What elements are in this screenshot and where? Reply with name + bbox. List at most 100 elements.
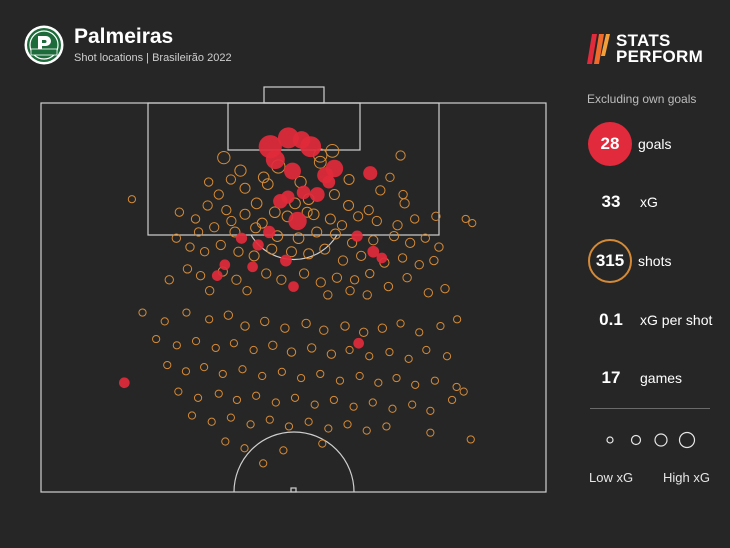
shot-point <box>468 219 477 228</box>
page-subtitle: Shot locations | Brasileirão 2022 <box>74 52 232 64</box>
shot-point <box>343 173 355 185</box>
shot-point <box>414 260 424 270</box>
shot-point <box>193 393 203 402</box>
shot-point <box>368 398 377 407</box>
goal-point <box>252 239 264 251</box>
shot-point <box>345 345 354 355</box>
logo-line-1: STATS <box>616 31 671 50</box>
goals-label: goals <box>638 136 672 152</box>
shot-point <box>365 352 374 361</box>
shot-point <box>193 227 204 237</box>
shot-point <box>172 341 181 350</box>
shot-point <box>187 411 197 420</box>
shot-point <box>221 204 232 216</box>
shot-point <box>249 345 258 355</box>
shot-point <box>430 376 439 385</box>
games-value: 17 <box>601 368 621 387</box>
shot-point <box>329 228 341 240</box>
shot-point <box>385 172 395 183</box>
games-label: games <box>640 370 683 386</box>
goal-point <box>288 211 307 231</box>
shot-point <box>440 283 450 294</box>
shot-point <box>459 387 468 396</box>
centre-circle <box>233 431 355 493</box>
shot-point <box>426 428 435 437</box>
shot-point <box>349 402 358 411</box>
goals-value: 28 <box>600 134 620 153</box>
shot-point <box>218 369 227 379</box>
shot-point <box>234 164 247 177</box>
shot-point <box>316 369 325 379</box>
shot-point <box>298 268 310 279</box>
shots-label: shots <box>638 253 672 269</box>
shot-point <box>261 268 272 279</box>
shot-point <box>301 206 313 218</box>
shot-point <box>359 327 369 337</box>
shot-point <box>277 367 286 376</box>
shot-point <box>280 323 290 333</box>
goal-point <box>322 175 336 189</box>
shot-point <box>343 199 355 211</box>
shot-point <box>231 274 242 285</box>
shot-map <box>40 86 547 493</box>
shot-point <box>402 273 412 283</box>
shot-point <box>304 417 313 426</box>
shot-point <box>221 437 230 446</box>
shot-point <box>410 214 420 224</box>
stat-goals: 28 goals <box>588 122 671 166</box>
shot-point <box>377 323 388 333</box>
xg-size-scale <box>606 431 696 449</box>
shot-point <box>233 246 244 257</box>
goal-point <box>280 254 292 267</box>
header: Palmeiras Shot locations | Brasileirão 2… <box>24 24 232 66</box>
goal-point <box>235 232 248 244</box>
shot-point <box>127 195 136 204</box>
shot-point <box>315 277 326 288</box>
shot-point <box>204 286 215 296</box>
shot-point <box>266 243 278 255</box>
shot-point <box>307 343 317 353</box>
shot-point <box>202 200 213 211</box>
shot-point <box>248 250 260 262</box>
shot-point <box>323 290 333 300</box>
shot-point <box>211 343 220 353</box>
goal-point <box>351 230 363 242</box>
shot-point <box>447 395 457 405</box>
shot-point <box>240 321 250 331</box>
shot-point <box>239 208 251 220</box>
shot-point <box>392 220 403 231</box>
shot-point <box>199 247 210 257</box>
shot-point <box>226 215 237 227</box>
shot-point <box>353 211 364 222</box>
shot-point <box>399 198 410 209</box>
xg-scale-circle-1 <box>606 436 614 444</box>
legend-divider <box>590 408 710 409</box>
goal-point <box>353 337 364 349</box>
shot-point <box>385 347 394 357</box>
stat-xg: 33 xG <box>588 180 658 224</box>
shot-point <box>215 239 226 251</box>
shot-point <box>396 319 405 328</box>
xg-per-shot-value: 0.1 <box>599 310 623 329</box>
goal-point <box>300 136 322 158</box>
shot-point <box>405 237 416 249</box>
low-xg-label: Low xG <box>589 470 634 485</box>
shot-point <box>452 382 461 392</box>
shot-point <box>371 215 382 227</box>
shot-point <box>313 155 327 169</box>
shot-point <box>411 380 420 389</box>
goal-point <box>118 377 130 389</box>
shot-point <box>174 207 185 217</box>
shot-point <box>325 143 340 158</box>
shot-point <box>345 286 355 296</box>
shot-point <box>261 178 274 190</box>
shot-point <box>163 360 172 370</box>
shot-point <box>442 352 452 361</box>
shot-point <box>362 290 372 300</box>
shot-point <box>290 393 300 402</box>
shot-point <box>256 217 268 229</box>
shot-point <box>182 308 191 317</box>
stats-perform-mark-icon <box>587 34 610 64</box>
shot-point <box>181 367 191 376</box>
shot-point <box>397 253 408 263</box>
